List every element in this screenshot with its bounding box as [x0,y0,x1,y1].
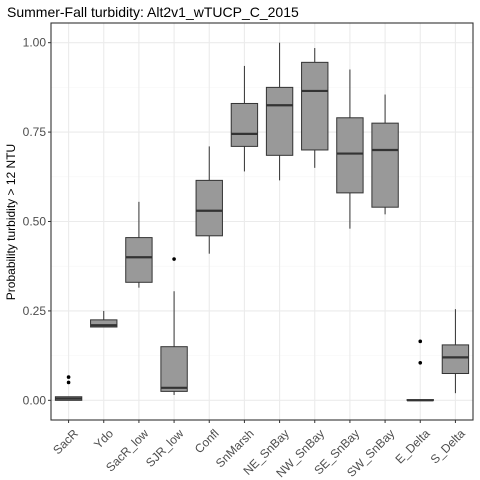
chart-title: Summer-Fall turbidity: Alt2v1_wTUCP_C_20… [7,4,299,20]
y-axis-title: Probability turbidity > 12 NTU [4,144,18,300]
box-NW_SnBay [301,48,329,168]
y-tick-label: 0.50 [23,215,47,229]
box-S_Delta [441,309,470,394]
panel-border [50,22,474,421]
box-E_Delta [406,339,434,402]
box-SacR_low [125,201,153,288]
y-tick-label: 0.00 [23,393,47,407]
box-SW_SnBay [371,94,399,215]
box-SacR [54,375,83,401]
box-iqr [336,117,364,194]
box-iqr [265,86,294,156]
box-SE_SnBay [336,69,364,229]
box-Ydo [90,310,118,328]
outlier-point [172,257,176,261]
box-NE_SnBay [265,42,294,181]
box-iqr [371,122,399,208]
y-tick-label: 0.25 [23,304,47,318]
y-axis-ticks: 0.00 0.25 0.50 0.75 1.00 [23,36,51,407]
box-SJR_low [160,257,188,395]
outlier-point [66,375,71,379]
y-tick-label: 1.00 [23,36,47,50]
outlier-point [418,360,423,365]
box-iqr [125,237,153,283]
box-iqr [230,102,259,147]
box-iqr [90,319,118,328]
box-iqr [195,179,223,237]
box-SnMarsh [230,65,259,172]
y-tick-label: 0.75 [23,125,47,139]
outlier-point [418,339,423,344]
box-iqr [160,346,188,392]
box-iqr [301,61,329,151]
box-Confl [195,146,223,254]
box-layer [54,42,470,402]
box-iqr [441,344,470,375]
outlier-point [66,380,71,385]
